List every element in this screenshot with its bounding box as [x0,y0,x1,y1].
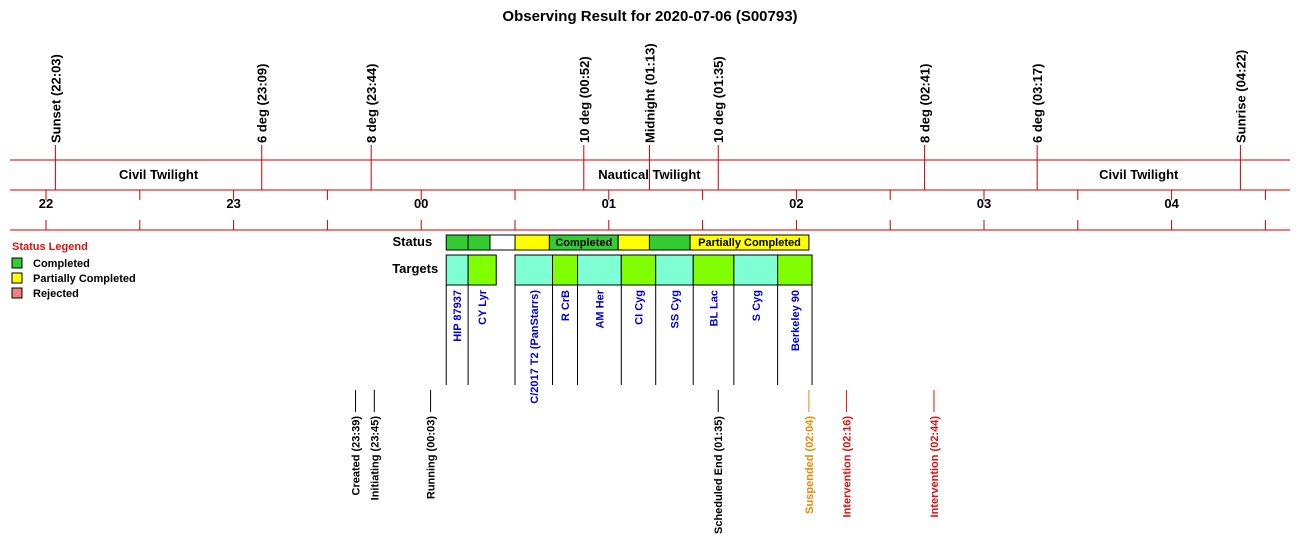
event-label-suspended-02-04: Suspended (02:04) [804,416,816,514]
targets-row: Targets HIP 87937 CY Lyr C/2017 T2 (PanStar… [392,254,813,404]
axis-tick-label-01: 01 [602,196,616,211]
status-gap-0 [489,234,516,251]
status-row: Status Completed Partially Completed [392,234,810,251]
sun-event-label-sunset-22-03: Sunset (22:03) [48,54,63,143]
legend-label-partially-completed: Partially Completed [33,273,136,285]
target-block-r-crb [552,254,579,286]
target-block-bl-lac [692,254,735,286]
twilight-band-label: Civil Twilight [119,167,199,182]
chart-title: Observing Result for 2020-07-06 (S00793) [502,8,797,25]
target-name-ci-cyg: CI Cyg [634,290,646,325]
target-block-s-cyg [733,254,779,286]
legend-title: Status Legend [12,241,88,253]
axis-tick-label-02: 02 [789,196,803,211]
target-block-cy-lyr [467,254,497,286]
targets-row-label: Targets [392,261,438,276]
event-label-intervention-02-16: Intervention (02:16) [841,416,853,518]
event-label-intervention-02-44: Intervention (02:44) [929,416,941,518]
target-block-am-her [577,254,622,286]
sun-event-label-10-deg-01-35: 10 deg (01:35) [711,56,726,143]
sun-event-label-8-deg-23-44: 8 deg (23:44) [364,64,379,143]
axis-tick-label-00: 00 [414,196,428,211]
target-block-ss-cyg [655,254,694,286]
status-segment-5 [689,234,810,251]
axis-tick-label-04: 04 [1164,196,1179,211]
target-name-am-her: AM Her [594,289,606,328]
sun-event-label-midnight-01-13: Midnight (01:13) [642,43,657,143]
legend-swatch-partially-completed [11,272,23,284]
target-name-ss-cyg: SS Cyg [669,290,681,329]
axis-tick-label-03: 03 [977,196,991,211]
sun-event-label-6-deg-03-17: 6 deg (03:17) [1030,64,1045,143]
event-label-running-00-03: Running (00:03) [426,416,438,499]
time-axis-group: 22 23 00 01 02 03 04 [10,159,1290,231]
status-segment-label: Completed [555,237,612,249]
status-segment-label: Partially Completed [698,237,801,249]
status-legend: Status Legend Completed Partially Complete… [11,241,136,300]
status-segment-1 [514,234,550,251]
target-block-c-2017-t2-panstarrs [514,254,554,286]
target-name-r-crb: R CrB [560,290,572,321]
legend-label-rejected: Rejected [33,288,79,300]
sun-event-label-8-deg-02-41: 8 deg (02:41) [918,64,933,143]
legend-swatch-completed [11,257,23,269]
target-name-hip-87937: HIP 87937 [452,290,464,342]
target-name-c-2017-t2-panstarrs: C/2017 T2 (PanStarrs) [529,290,541,404]
legend-swatch-rejected [11,287,23,299]
twilight-band-label: Civil Twilight [1099,167,1179,182]
target-block-berkeley-90 [777,254,813,286]
twilight-band-label: Nautical Twilight [598,167,701,182]
event-label-initiating-23-45: Initiating (23:45) [369,416,381,501]
target-block-hip-87937 [445,254,469,286]
legend-label-completed: Completed [33,258,90,270]
target-name-cy-lyr: CY Lyr [477,289,489,325]
sun-event-label-sunrise-04-22: Sunrise (04:22) [1233,50,1248,143]
events-group: Created (23:39) Initiating (23:45) Running… [351,390,941,534]
event-label-scheduled-end-01-35: Scheduled End (01:35) [713,416,725,534]
twilight-bands-group: Civil Twilight Nautical Twilight Civil Twi… [119,167,1179,182]
sun-event-label-10-deg-00-52: 10 deg (00:52) [577,56,592,143]
status-segment-4 [648,234,691,251]
target-name-s-cyg: S Cyg [751,290,763,321]
status-row-label: Status [392,234,432,249]
sun-event-label-6-deg-23-09: 6 deg (23:09) [255,64,270,143]
axis-tick-label-22: 22 [39,196,53,211]
target-name-bl-lac: BL Lac [709,290,721,326]
target-block-ci-cyg [620,254,657,286]
sun-events-group: Sunset (22:03) 6 deg (23:09) 8 deg (23:44)… [48,43,1248,190]
status-segment-3 [617,234,650,251]
event-label-created-23-39: Created (23:39) [351,416,363,496]
axis-tick-label-23: 23 [226,196,240,211]
target-name-berkeley-90: Berkeley 90 [790,290,802,351]
